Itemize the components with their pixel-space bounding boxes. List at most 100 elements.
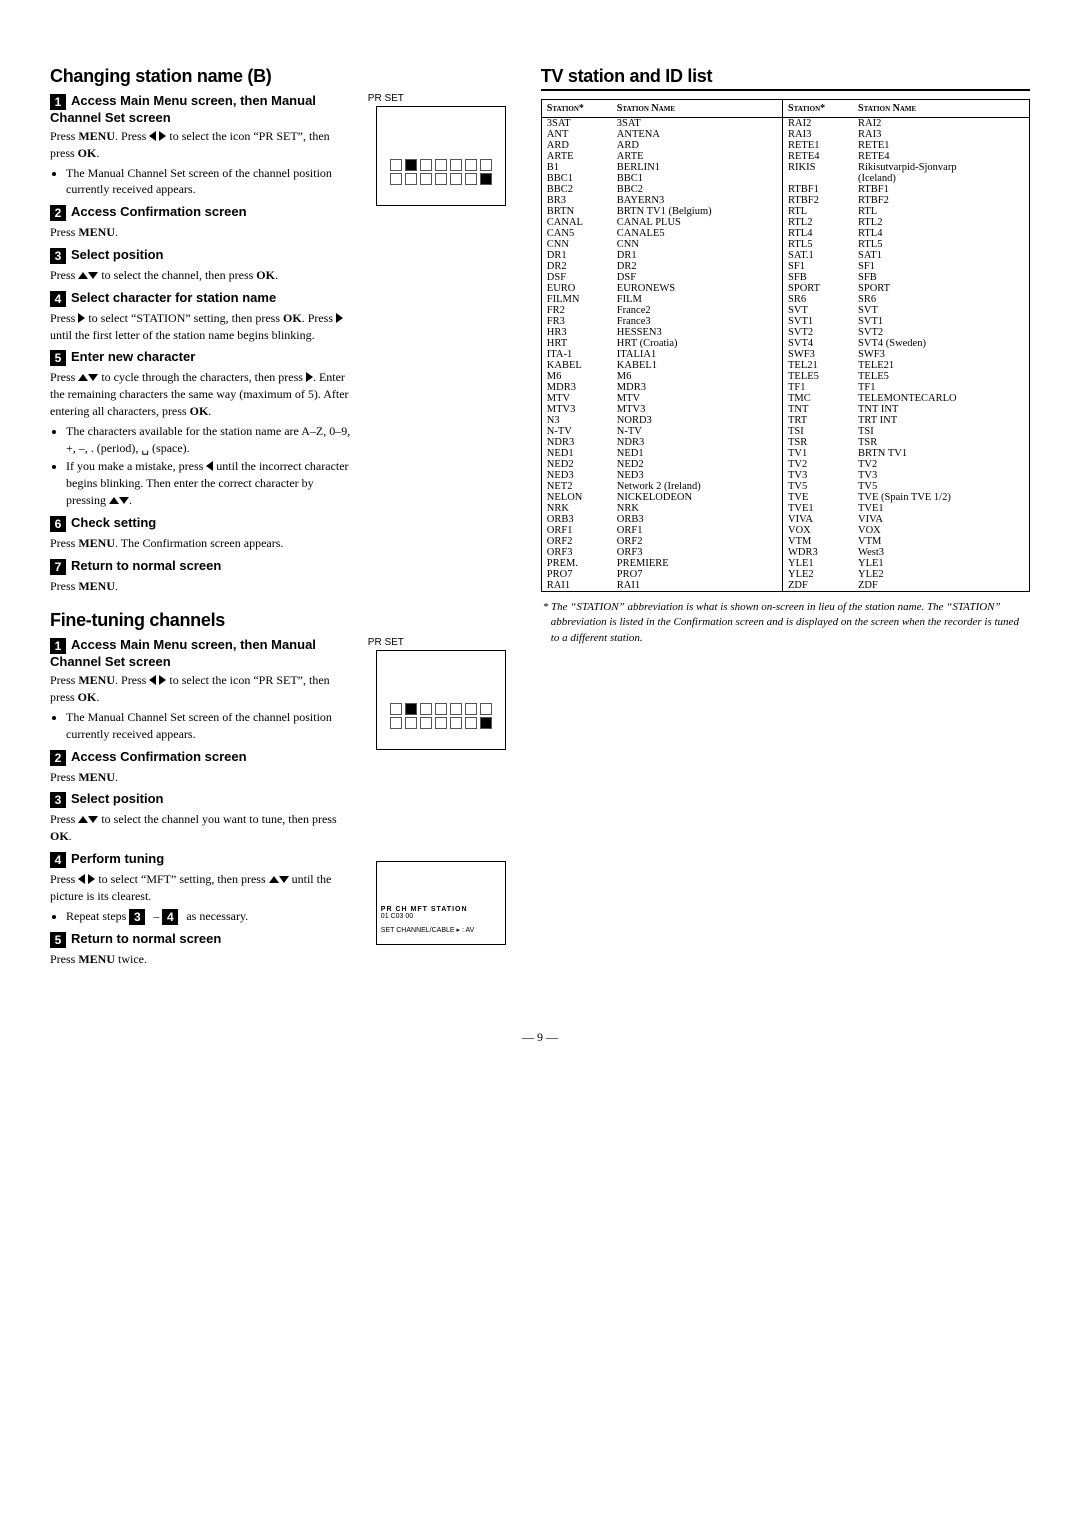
cell-abbr2: SF1 [783, 261, 854, 272]
cell-name2: RTL5 [853, 239, 1029, 250]
step-title: 5Return to normal screen [50, 931, 356, 948]
station-row: HRT HRT (Croatia) SVT4 SVT4 (Sweden) [542, 338, 1029, 349]
cell-abbr2: RIKIS [783, 162, 854, 173]
cell-abbr1: ARTE [542, 151, 612, 162]
cell-abbr2: WDR3 [783, 547, 854, 558]
cell-name1: PREMIERE [612, 558, 783, 569]
station-row: ORF1 ORF1 VOX VOX [542, 525, 1029, 536]
cell-name1: HRT (Croatia) [612, 338, 783, 349]
cell-name1: NED1 [612, 448, 783, 459]
cell-abbr2: SWF3 [783, 349, 854, 360]
cell-abbr1: CANAL [542, 217, 612, 228]
cell-abbr2: TV2 [783, 459, 854, 470]
step-title: 1Access Main Menu screen, then Manual Ch… [50, 637, 356, 669]
cell-name1: France3 [612, 316, 783, 327]
step-body: Press MENU. [50, 769, 356, 786]
cell-name1: BBC2 [612, 184, 783, 195]
cell-name1: MTV3 [612, 404, 783, 415]
cell-name1: EURONEWS [612, 283, 783, 294]
station-row: N-TV N-TV TSI TSI [542, 426, 1029, 437]
cell-abbr2: RAI2 [783, 118, 854, 130]
cell-abbr2: SVT4 [783, 338, 854, 349]
diagram-mft-line2: 01 C03 00 [381, 913, 413, 920]
station-row: DSF DSF SFB SFB [542, 272, 1029, 283]
cell-name2: YLE2 [853, 569, 1029, 580]
station-row: CNN CNN RTL5 RTL5 [542, 239, 1029, 250]
cell-name1: NED3 [612, 470, 783, 481]
cell-name1: ORF1 [612, 525, 783, 536]
cell-name2: VIVA [853, 514, 1029, 525]
cell-name2: SVT2 [853, 327, 1029, 338]
station-row: ANT ANTENA RAI3 RAI3 [542, 129, 1029, 140]
cell-abbr1: B1 [542, 162, 612, 173]
diagram-prset-b [376, 650, 506, 750]
step-body: Press MENU. [50, 224, 356, 241]
step-title: 7Return to normal screen [50, 558, 356, 575]
step-body: Press to select “STATION” setting, then … [50, 310, 356, 344]
cell-name2: RETE4 [853, 151, 1029, 162]
th-name2: Station Name [853, 100, 1029, 118]
cell-abbr2 [783, 173, 854, 184]
cell-name1: ARTE [612, 151, 783, 162]
cell-abbr2: SAT.1 [783, 250, 854, 261]
station-row: NED1 NED1 TV1 BRTN TV1 [542, 448, 1029, 459]
cell-name1: BBC1 [612, 173, 783, 184]
cell-abbr1: BRTN [542, 206, 612, 217]
station-row: NET2 Network 2 (Ireland) TV5 TV5 [542, 481, 1029, 492]
cell-name2: TSR [853, 437, 1029, 448]
cell-name2: RTL [853, 206, 1029, 217]
cell-abbr2: RTBF2 [783, 195, 854, 206]
step-number-badge: 4 [50, 291, 66, 307]
station-row: FR3 France3 SVT1 SVT1 [542, 316, 1029, 327]
step-title: 4Select character for station name [50, 290, 356, 307]
cell-name2: TELEMONTECARLO [853, 393, 1029, 404]
station-table: Station* Station Name Station* Station N… [542, 100, 1029, 591]
cell-name1: N-TV [612, 426, 783, 437]
cell-abbr1: NET2 [542, 481, 612, 492]
cell-name1: HESSEN3 [612, 327, 783, 338]
station-row: NRK NRK TVE1 TVE1 [542, 503, 1029, 514]
cell-abbr1: ORF2 [542, 536, 612, 547]
heading-fine-tuning: Fine-tuning channels [50, 610, 501, 631]
cell-abbr2: TNT [783, 404, 854, 415]
cell-abbr2: SR6 [783, 294, 854, 305]
section-b-block2: PR CH MFT STATION 01 C03 00 SET CHANNEL/… [50, 851, 501, 967]
cell-name1: CNN [612, 239, 783, 250]
cell-abbr1: HR3 [542, 327, 612, 338]
step-number-badge: 1 [50, 94, 66, 110]
cell-name2: TV2 [853, 459, 1029, 470]
bullet-item: If you make a mistake, press until the i… [66, 458, 356, 508]
station-table-wrap: Station* Station Name Station* Station N… [541, 99, 1030, 592]
station-row: FILMN FILM SR6 SR6 [542, 294, 1029, 305]
cell-abbr1: NED3 [542, 470, 612, 481]
cell-name2: SVT4 (Sweden) [853, 338, 1029, 349]
section-a-rest: 2Access Confirmation screenPress MENU.3S… [50, 204, 356, 594]
step-bullets: Repeat steps 3 – 4 as necessary. [50, 908, 356, 925]
step-bullets: The characters available for the station… [50, 423, 356, 509]
figure-prset-b-label: PR SET [368, 637, 506, 648]
th-station1: Station* [542, 100, 612, 118]
cell-abbr1: FILMN [542, 294, 612, 305]
step-title: 1Access Main Menu screen, then Manual Ch… [50, 93, 356, 125]
station-row: FR2 France2 SVT SVT [542, 305, 1029, 316]
cell-abbr2: TVE [783, 492, 854, 503]
cell-name1: RAI1 [612, 580, 783, 591]
cell-abbr2: TMC [783, 393, 854, 404]
cell-name1: NICKELODEON [612, 492, 783, 503]
step-bullets: The Manual Channel Set screen of the cha… [50, 165, 356, 199]
cell-abbr1: ITA-1 [542, 349, 612, 360]
step-number-badge: 5 [50, 350, 66, 366]
cell-name2: TV3 [853, 470, 1029, 481]
station-row: N3 NORD3 TRT TRT INT [542, 415, 1029, 426]
cell-name2: TELE21 [853, 360, 1029, 371]
cell-abbr1: NED1 [542, 448, 612, 459]
cell-name2: RTBF2 [853, 195, 1029, 206]
cell-abbr1: N-TV [542, 426, 612, 437]
station-table-header-row: Station* Station Name Station* Station N… [542, 100, 1029, 118]
heading-changing-station: Changing station name (B) [50, 66, 501, 87]
cell-name2: BRTN TV1 [853, 448, 1029, 459]
station-tbody: 3SAT 3SAT RAI2 RAI2 ANT ANTENA RAI3 RAI3… [542, 118, 1029, 592]
cell-name1: BERLIN1 [612, 162, 783, 173]
cell-abbr2: RETE1 [783, 140, 854, 151]
cell-abbr1: M6 [542, 371, 612, 382]
